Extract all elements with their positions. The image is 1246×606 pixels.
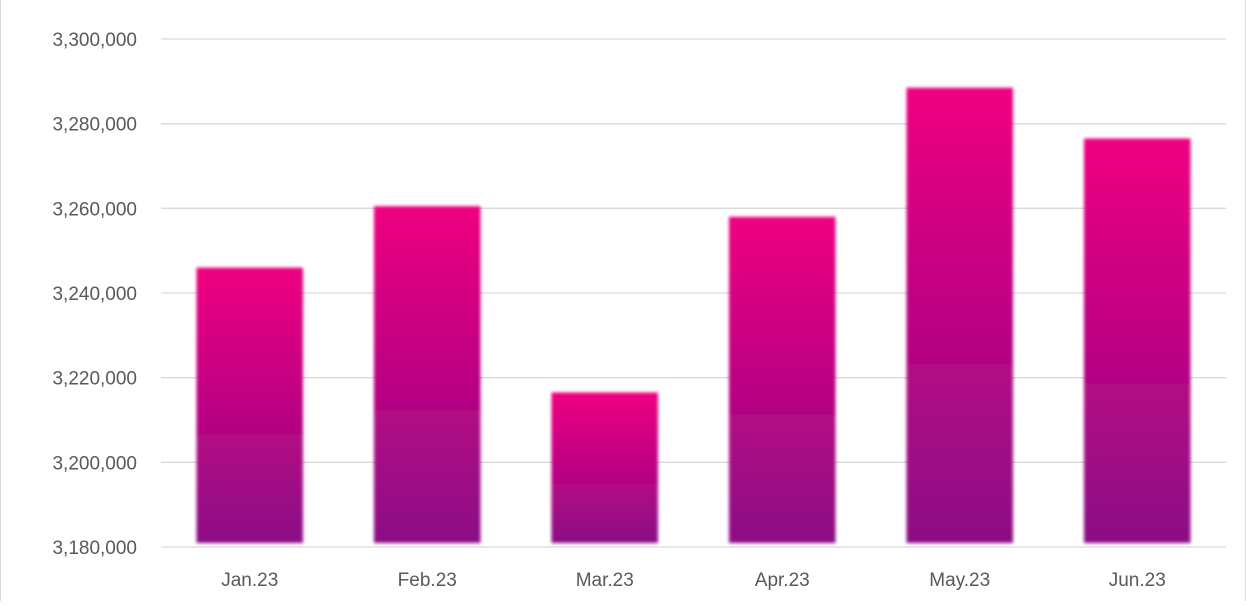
x-tick-label: May.23 (929, 570, 990, 591)
y-tick-label: 3,300,000 (52, 30, 137, 51)
bar-mar-23 (551, 392, 658, 543)
y-axis-tick-labels: 3,180,000 3,200,000 3,220,000 3,240,000 3,26… (52, 30, 137, 559)
x-tick-label: Feb.23 (398, 570, 457, 591)
gridlines (161, 38, 1226, 548)
bars (196, 87, 1191, 544)
y-tick-label: 3,240,000 (52, 284, 137, 305)
x-tick-label: Mar.23 (576, 570, 634, 591)
bar-may-23 (906, 87, 1013, 543)
bar-feb-23 (374, 206, 481, 543)
x-tick-label: Jun.23 (1109, 570, 1166, 591)
x-tick-label: Apr.23 (755, 570, 810, 591)
x-axis-tick-labels: Jan.23 Feb.23 Mar.23 Apr.23 May.23 Jun.23 (221, 570, 1166, 591)
y-tick-label: 3,220,000 (52, 369, 137, 390)
bar-jun-23 (1084, 138, 1191, 543)
x-tick-label: Jan.23 (221, 570, 278, 591)
bar-apr-23 (729, 216, 836, 544)
y-tick-label: 3,260,000 (52, 199, 137, 220)
bar-jan-23 (196, 267, 303, 543)
y-tick-label: 3,280,000 (52, 115, 137, 136)
y-tick-label: 3,200,000 (52, 453, 137, 474)
y-tick-label: 3,180,000 (52, 538, 137, 559)
